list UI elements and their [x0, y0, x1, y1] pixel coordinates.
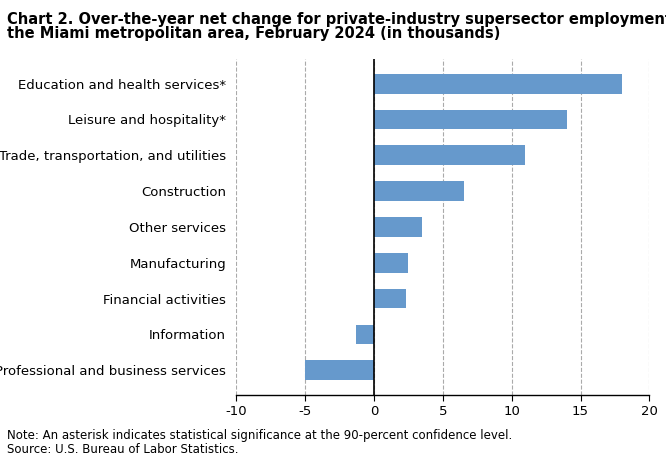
- Bar: [374, 289, 406, 308]
- Text: the Miami metropolitan area, February 2024 (in thousands): the Miami metropolitan area, February 20…: [7, 26, 500, 41]
- Bar: [374, 253, 408, 273]
- Bar: [374, 146, 525, 165]
- Bar: [356, 325, 374, 344]
- Bar: [374, 74, 622, 94]
- Text: Source: U.S. Bureau of Labor Statistics.: Source: U.S. Bureau of Labor Statistics.: [7, 443, 238, 456]
- Text: Chart 2. Over-the-year net change for private-industry supersector employment in: Chart 2. Over-the-year net change for pr…: [7, 12, 666, 27]
- Bar: [305, 360, 374, 380]
- Text: Note: An asterisk indicates statistical significance at the 90-percent confidenc: Note: An asterisk indicates statistical …: [7, 429, 512, 442]
- Bar: [374, 181, 464, 201]
- Bar: [374, 110, 567, 129]
- Bar: [374, 217, 422, 237]
